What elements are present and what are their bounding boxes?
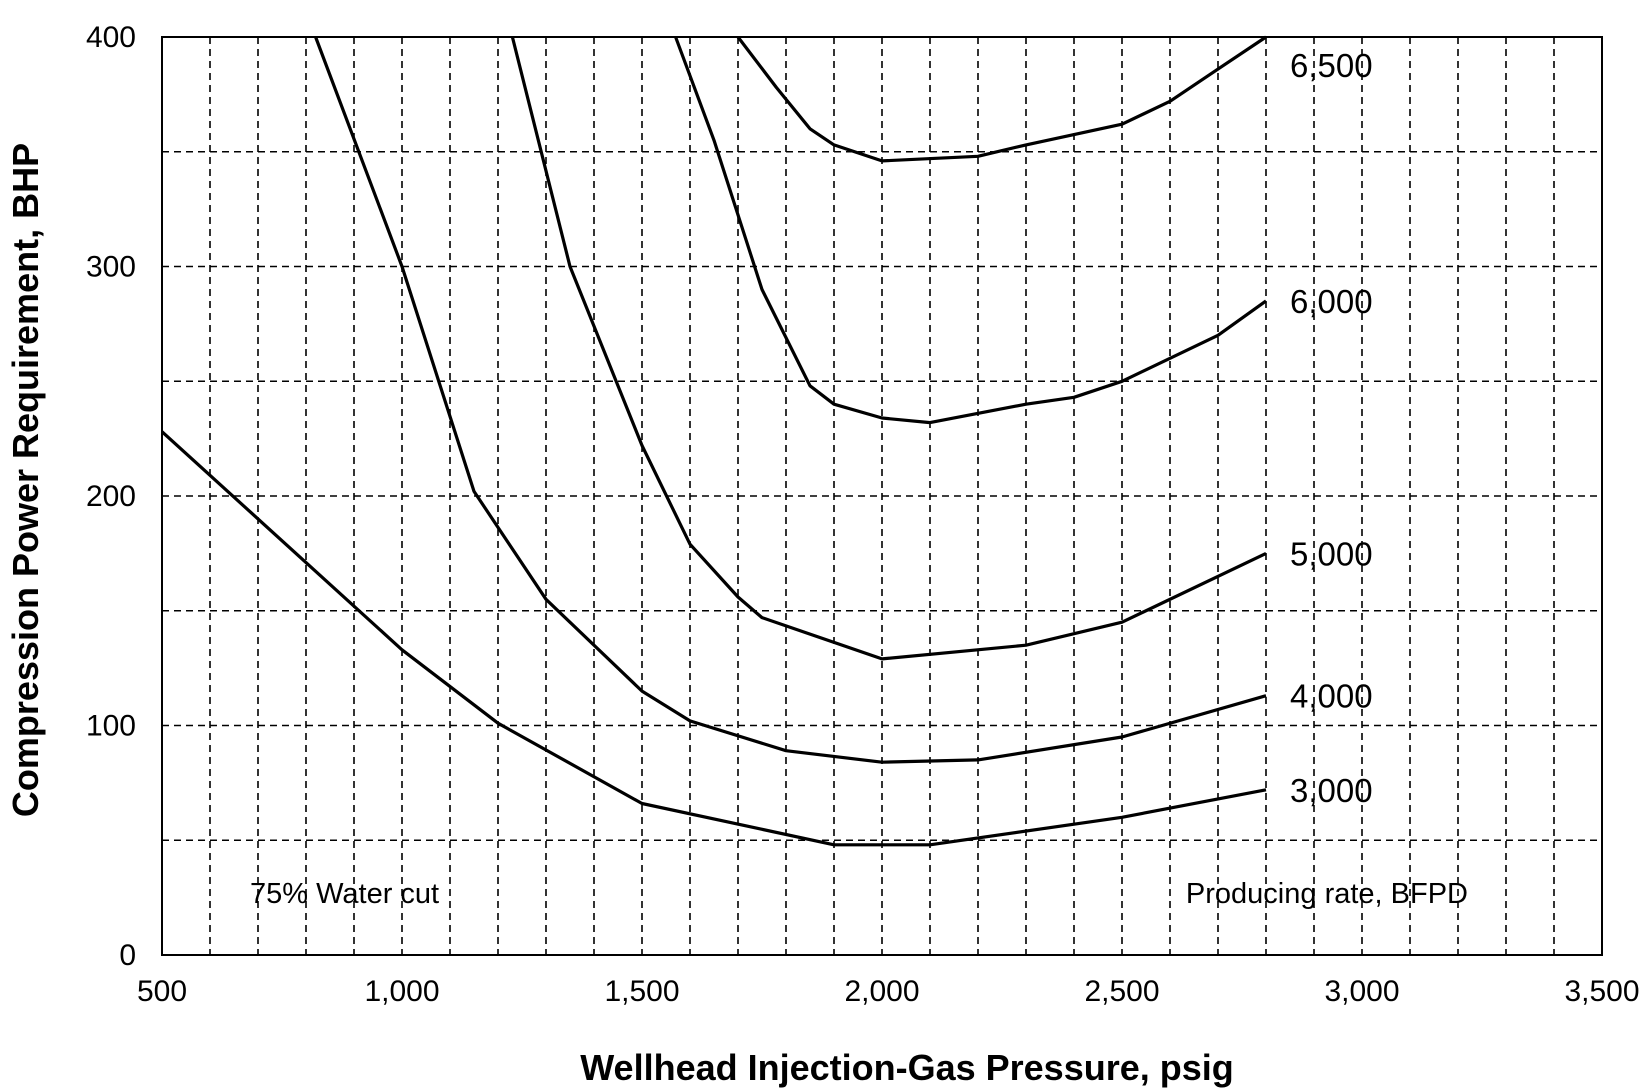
series-group <box>160 35 1267 847</box>
series-label: 6,500 <box>1290 47 1373 84</box>
x-tick-label: 3,500 <box>1564 975 1639 1008</box>
y-tick-label: 0 <box>119 939 136 972</box>
x-axis-title: Wellhead Injection-Gas Pressure, psig <box>580 1047 1234 1088</box>
x-tick-labels: 500 1,000 1,500 2,000 2,500 3,000 3,500 <box>137 975 1640 1008</box>
series-line-6000 <box>674 36 1267 425</box>
x-tick-label: 2,500 <box>1084 975 1159 1008</box>
x-tick-label: 1,500 <box>604 975 679 1008</box>
y-tick-label: 400 <box>86 21 136 54</box>
series-labels: 3,000 4,000 5,000 6,000 6,500 <box>1290 47 1373 809</box>
plot-frame <box>161 36 1603 956</box>
grid <box>162 37 1602 955</box>
producing-rate-annotation: Producing rate, BFPD <box>1186 878 1468 910</box>
series-line-5000 <box>510 36 1267 661</box>
series-label: 5,000 <box>1290 535 1373 572</box>
x-tick-label: 500 <box>137 975 187 1008</box>
water-cut-annotation: 75% Water cut <box>250 878 439 910</box>
series-label: 3,000 <box>1290 772 1373 809</box>
y-tick-label: 100 <box>86 710 136 743</box>
y-axis-title: Compression Power Requirement, BHP <box>5 143 46 817</box>
y-tick-labels: 0 100 200 300 400 <box>86 21 136 972</box>
x-tick-label: 3,000 <box>1324 975 1399 1008</box>
y-tick-label: 300 <box>86 251 136 284</box>
y-tick-label: 200 <box>86 480 136 513</box>
series-label: 4,000 <box>1290 678 1373 715</box>
series-label: 6,000 <box>1290 283 1373 320</box>
series-line-6500 <box>736 35 1267 163</box>
x-tick-label: 2,000 <box>844 975 919 1008</box>
series-line-4000 <box>314 36 1267 764</box>
series-line-3000 <box>160 430 1267 847</box>
x-tick-label: 1,000 <box>364 975 439 1008</box>
